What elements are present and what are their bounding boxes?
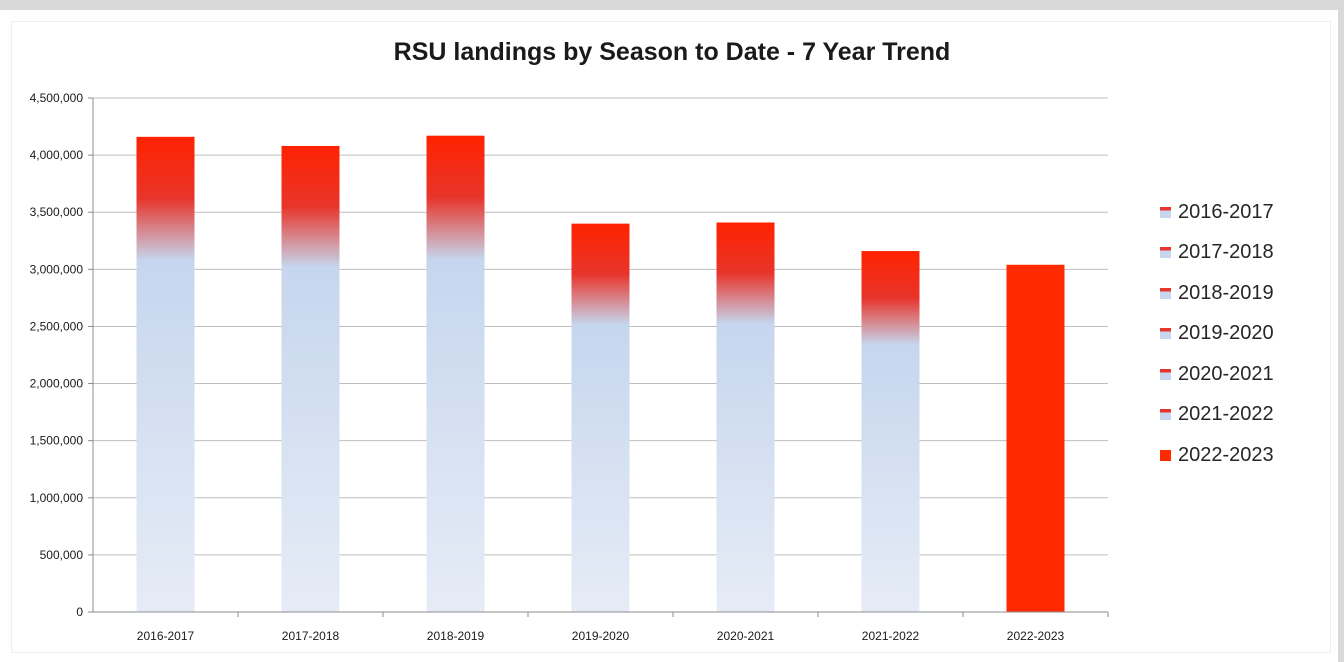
legend-swatch bbox=[1160, 328, 1171, 340]
legend-label: 2017-2018 bbox=[1178, 241, 1274, 264]
legend-item: 2017-2018 bbox=[1160, 233, 1274, 274]
legend-item: 2016-2017 bbox=[1160, 192, 1274, 233]
x-tick-label: 2018-2019 bbox=[427, 629, 485, 643]
y-tick-label: 4,500,000 bbox=[30, 91, 84, 105]
legend-swatch bbox=[1160, 206, 1171, 218]
legend-swatch bbox=[1160, 247, 1171, 259]
y-axis-ticks: 0 500,000 1,000,000 1,500,000 2,000,000 2,500… bbox=[30, 91, 94, 619]
legend-label: 2022-2023 bbox=[1178, 443, 1274, 466]
y-tick-label: 4,000,000 bbox=[30, 148, 84, 162]
bar-2020-2021 bbox=[716, 222, 775, 612]
bar-2016-2017 bbox=[136, 136, 195, 612]
y-tick-label: 0 bbox=[76, 605, 83, 619]
y-tick-label: 1,000,000 bbox=[30, 491, 84, 505]
chart-area bbox=[12, 22, 1330, 652]
legend-label: 2019-2020 bbox=[1178, 322, 1274, 345]
legend-swatch bbox=[1160, 409, 1171, 421]
y-tick-label: 500,000 bbox=[40, 548, 84, 562]
legend-item: 2019-2020 bbox=[1160, 314, 1274, 355]
bar-2018-2019 bbox=[426, 135, 485, 612]
x-tick-label: 2016-2017 bbox=[137, 629, 195, 643]
x-axis-ticks: 2016-2017 2017-2018 2018-2019 2019-2020 2020… bbox=[137, 612, 1109, 643]
x-tick-label: 2020-2021 bbox=[717, 629, 775, 643]
y-tick-label: 2,000,000 bbox=[30, 377, 84, 391]
legend-label: 2016-2017 bbox=[1178, 200, 1274, 223]
bar-2021-2022 bbox=[861, 251, 920, 612]
legend-label: 2021-2022 bbox=[1178, 403, 1274, 426]
x-tick-label: 2017-2018 bbox=[282, 629, 340, 643]
legend-item: 2021-2022 bbox=[1160, 395, 1274, 436]
legend-item: 2020-2021 bbox=[1160, 354, 1274, 395]
legend-item: 2022-2023 bbox=[1160, 435, 1274, 476]
bars bbox=[136, 135, 1065, 612]
bar-2019-2020 bbox=[571, 223, 630, 612]
bar-2022-2023 bbox=[1006, 264, 1065, 612]
y-tick-label: 3,500,000 bbox=[30, 205, 84, 219]
x-tick-label: 2022-2023 bbox=[1007, 629, 1065, 643]
legend-label: 2020-2021 bbox=[1178, 362, 1274, 385]
legend-label: 2018-2019 bbox=[1178, 281, 1274, 304]
legend-item: 2018-2019 bbox=[1160, 273, 1274, 314]
legend-swatch bbox=[1160, 287, 1171, 299]
legend-swatch bbox=[1160, 449, 1171, 461]
y-tick-label: 3,000,000 bbox=[30, 262, 84, 276]
y-tick-label: 2,500,000 bbox=[30, 319, 84, 333]
chart-title: RSU landings by Season to Date - 7 Year … bbox=[393, 38, 951, 66]
x-tick-label: 2019-2020 bbox=[572, 629, 630, 643]
legend-swatch bbox=[1160, 368, 1171, 380]
y-tick-label: 1,500,000 bbox=[30, 434, 84, 448]
bar-2017-2018 bbox=[281, 145, 340, 612]
legend: 2016-2017 2017-2018 2018-2019 2019-2020 2020… bbox=[1160, 192, 1274, 476]
x-tick-label: 2021-2022 bbox=[862, 629, 920, 643]
